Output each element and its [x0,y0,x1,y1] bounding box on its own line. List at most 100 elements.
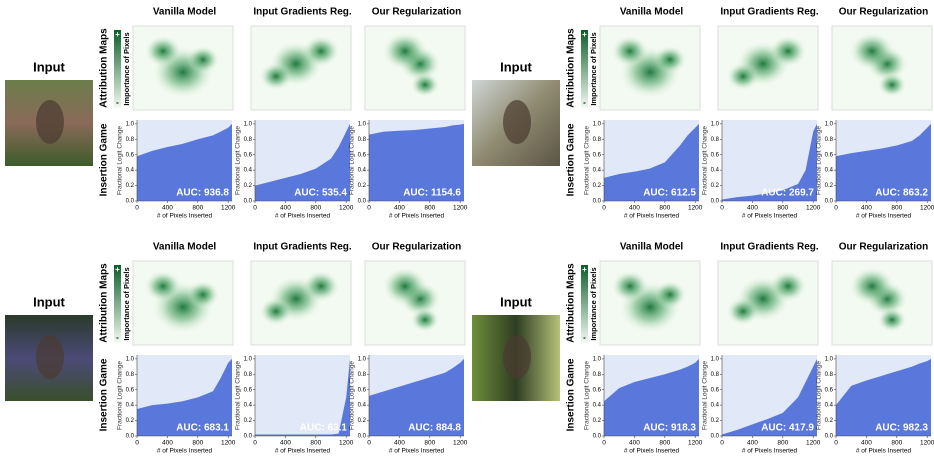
x-axis-label: # of Pixels Inserted [856,448,912,455]
attribution-blob [383,267,427,305]
x-tick-label: 800 [659,440,670,447]
colorbar-label: Importance of Pixels [122,267,131,340]
x-tick-label: 1200 [920,205,934,212]
row-label: Attribution Maps [566,263,577,343]
area [836,358,931,436]
y-tick-label: 0.4 [593,168,602,174]
x-tick-label: 1200 [688,205,703,212]
y-axis-label: Fractional Logit Change [702,126,709,195]
attribution-blob [612,35,648,67]
x-axis-label: # of Pixels Inserted [742,448,798,455]
row-label: Attribution Maps [99,263,110,343]
area [836,123,931,201]
y-tick-label: 0.2 [593,418,602,424]
y-tick-label: 1.0 [126,121,135,127]
plot-background [255,355,350,436]
y-tick-label: 0.0 [358,434,367,440]
x-axis-label: # of Pixels Inserted [157,213,213,220]
bird [503,335,531,379]
x-tick-label: 400 [861,205,872,212]
y-tick-label: 0.4 [358,403,367,409]
y-tick-label: 0.6 [126,387,135,393]
y-axis-label: Fractional Logit Change [349,126,356,195]
x-tick-label: 1200 [688,440,703,447]
row-label: Insertion Game [99,358,110,431]
x-axis-label: # of Pixels Inserted [742,213,798,220]
y-tick-label: 0.8 [126,372,135,378]
y-tick-label: 0.2 [126,183,135,189]
x-axis-label: # of Pixels Inserted [389,213,445,220]
column-title: Input Gradients Reg. [720,242,819,253]
y-tick-label: 0.8 [825,372,834,378]
column-title: Our Regularization [839,7,928,18]
row-label: Attribution Maps [99,28,110,108]
area [137,123,232,201]
attribution-blob [878,307,906,332]
annotation: AUC: 269.7 [761,188,814,199]
y-tick-label: 0.2 [825,418,834,424]
x-axis-label: # of Pixels Inserted [275,448,331,455]
y-tick-label: 0.8 [358,137,367,143]
y-tick-label: 0.6 [126,152,135,158]
y-tick-label: 0.6 [593,387,602,393]
y-tick-label: 0.8 [711,137,720,143]
x-tick-label: 0 [602,440,606,447]
y-tick-label: 0.4 [244,403,253,409]
y-tick-label: 0.4 [126,403,135,409]
attribution-blob [850,267,894,305]
y-tick-label: 0.6 [244,387,253,393]
x-tick-label: 800 [777,205,788,212]
column-title: Vanilla Model [153,242,217,253]
x-axis-label: # of Pixels Inserted [624,448,680,455]
y-tick-label: 0.4 [711,168,720,174]
input-label: Input [500,294,532,309]
x-tick-label: 800 [891,440,902,447]
row-label: Attribution Maps [566,28,577,108]
attribution-blob [654,46,686,74]
y-tick-label: 0.4 [593,403,602,409]
y-tick-label: 0.8 [593,137,602,143]
x-tick-label: 400 [861,440,872,447]
y-tick-label: 0.8 [825,137,834,143]
y-tick-label: 0.0 [825,199,834,205]
y-tick-label: 0.0 [358,199,367,205]
bird [36,335,64,379]
attribution-blob [727,62,759,90]
colorbar-plus: + [582,30,587,39]
column-title: Input Gradients Reg. [253,7,352,18]
y-axis-label: Fractional Logit Change [584,361,591,430]
colorbar [581,265,588,343]
x-tick-label: 1200 [453,205,468,212]
x-tick-label: 1200 [806,205,821,212]
x-tick-label: 800 [192,205,203,212]
attribution-blob [383,32,427,70]
y-tick-label: 1.0 [126,356,135,362]
annotation: AUC: 982.3 [875,423,928,434]
x-tick-label: 400 [162,440,173,447]
y-tick-label: 0.6 [825,152,834,158]
y-tick-label: 1.0 [711,356,720,362]
area [137,358,232,436]
column-title: Vanilla Model [620,242,684,253]
y-tick-label: 1.0 [593,121,602,127]
y-tick-label: 0.4 [358,168,367,174]
x-tick-label: 0 [253,440,257,447]
y-tick-label: 0.6 [711,387,720,393]
y-tick-label: 0.4 [711,403,720,409]
attribution-blob [411,72,439,97]
attribution-blob [612,270,648,302]
y-tick-label: 0.6 [711,152,720,158]
annotation: AUC: 63.1 [300,423,348,434]
annotation: AUC: 535.4 [294,188,347,199]
attribution-blob [260,297,292,325]
x-tick-label: 800 [891,205,902,212]
x-tick-label: 1200 [806,440,821,447]
y-tick-label: 0.0 [126,199,135,205]
y-tick-label: 1.0 [593,356,602,362]
y-tick-label: 0.2 [711,183,720,189]
y-tick-label: 1.0 [358,121,367,127]
colorbar-minus: - [583,98,586,107]
y-tick-label: 0.8 [711,372,720,378]
